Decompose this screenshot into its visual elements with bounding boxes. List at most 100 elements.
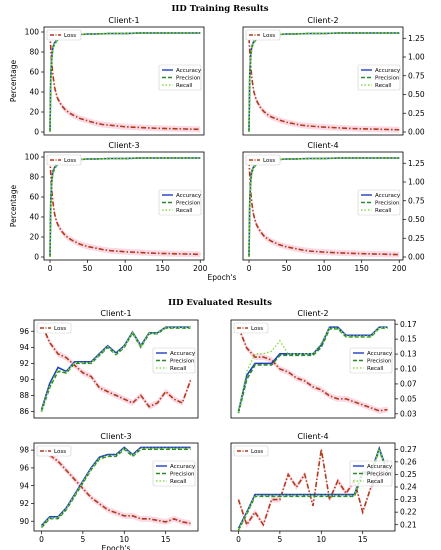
series-line-recall [40, 326, 191, 411]
y2-tick-label: 0.75 [408, 196, 425, 205]
x-tick-label: 150 [156, 264, 171, 273]
legend-label-accuracy: Accuracy [176, 68, 202, 74]
panel-title: Client-4 [307, 141, 338, 150]
legend-label-loss: Loss [64, 33, 76, 39]
x-tick-label: 15 [161, 535, 171, 544]
y2-tick-label: 0.27 [400, 445, 417, 454]
y-tick-label: 100 [25, 28, 40, 37]
loss-line [40, 448, 191, 525]
legend-label-recall: Recall [375, 208, 392, 214]
legend-label-recall: Recall [367, 479, 384, 485]
legend-label-loss: Loss [263, 33, 275, 39]
y-tick-label: 40 [29, 213, 39, 222]
loss-line [248, 160, 400, 256]
y-tick-label: 96 [19, 327, 29, 336]
series-line-recall [237, 447, 389, 530]
y-tick-label: 0 [34, 128, 39, 137]
panel-title: Client-2 [307, 16, 338, 25]
chart-panel: Client-4 0.00 0.25 0.50 0.75 1.00 1.25 0 50 100 15… [242, 141, 425, 273]
legend-label-recall: Recall [170, 366, 187, 372]
chart-panel: Client-4 0.21 0.22 0.23 0.24 0.25 0.26 0.27 0 5 10… [230, 432, 417, 544]
loss-legend: Loss [245, 154, 281, 166]
legend-label-recall: Recall [375, 83, 392, 89]
loss-band [41, 320, 191, 410]
x-tick-label: 5 [80, 535, 85, 544]
y2-tick-label: 0.15 [400, 335, 417, 344]
y2-tick-label: 0.26 [400, 457, 417, 466]
series-line-accuracy [237, 326, 388, 412]
y2-tick-label: 1.25 [408, 159, 425, 168]
y-tick-label: 90 [19, 375, 29, 384]
loss-legend: Loss [245, 29, 281, 41]
y2-tick-label: 0.25 [408, 109, 425, 118]
loss-legend: Loss [36, 322, 72, 334]
training-x-axis-label: Epoch's [208, 273, 237, 282]
legend-label-precision: Precision [170, 472, 195, 478]
y2-tick-label: 0.17 [400, 320, 417, 329]
y2-tick-label: 1.00 [408, 178, 425, 187]
x-tick-label: 5 [277, 535, 282, 544]
legend-label-loss: Loss [54, 449, 66, 455]
plot-frame [33, 442, 199, 532]
y2-tick-label: 1.25 [408, 34, 425, 43]
legend-label-recall: Recall [176, 83, 193, 89]
y-tick-label: 20 [29, 108, 39, 117]
legend-label-loss: Loss [263, 158, 275, 164]
y2-tick-label: 0.22 [400, 508, 417, 517]
y-tick-label: 100 [25, 153, 40, 162]
panel-title: Client-2 [297, 309, 328, 318]
y2-tick-label: 0.50 [408, 215, 425, 224]
x-tick-label: 200 [193, 264, 208, 273]
legend-label-loss: Loss [54, 326, 66, 332]
y-tick-label: 94 [19, 343, 29, 352]
panel-title: Client-1 [100, 309, 131, 318]
legend-label-precision: Precision [170, 359, 195, 365]
loss-legend: Loss [233, 322, 269, 334]
chart-panels: Client-1020406080100PercentageLossAccura… [9, 16, 425, 550]
y-tick-label: 60 [29, 68, 39, 77]
series-line-recall [49, 32, 201, 133]
x-tick-label: 0 [48, 264, 53, 273]
y2-tick-label: 0.25 [408, 234, 425, 243]
loss-line [49, 159, 201, 256]
series-line-recall [40, 447, 191, 528]
legend-label-accuracy: Accuracy [367, 464, 393, 470]
y2-tick-label: 0.05 [400, 394, 417, 403]
legend-label-recall: Recall [367, 366, 384, 372]
x-tick-label: 10 [120, 535, 130, 544]
legend-label-accuracy: Accuracy [367, 351, 393, 357]
chart-panel: Client-3 0 20 40 60 80 100 0 50 100 150 200 Percenta… [9, 141, 208, 273]
y-tick-label: 92 [19, 499, 29, 508]
x-tick-label: 0 [247, 264, 252, 273]
plot-area [237, 324, 388, 414]
panel-title: Client-4 [297, 432, 328, 441]
loss-line [248, 38, 400, 131]
chart-panel: Client-2 0.03 0.05 0.07 0.10 0.13 0.15 0.17 Loss… [230, 309, 417, 418]
legend-label-loss: Loss [64, 158, 76, 164]
legend-label-accuracy: Accuracy [170, 351, 196, 357]
panel-title: Client-3 [108, 141, 139, 150]
training-section-title: IID Training Results [171, 4, 268, 14]
y2-tick-label: 0.13 [400, 350, 417, 359]
legend-label-precision: Precision [176, 76, 201, 82]
series-line-accuracy [40, 446, 191, 527]
x-tick-label: 0 [39, 535, 44, 544]
y-tick-label: 80 [29, 173, 39, 182]
y-tick-label: 90 [19, 517, 29, 526]
loss-legend: Loss [46, 154, 82, 166]
x-tick-label: 10 [317, 535, 327, 544]
y2-tick-label: 0.21 [400, 520, 417, 529]
chart-panel: Client-1 86 88 90 92 94 96 Loss Accuracy Precisio… [19, 309, 199, 419]
x-axis-label: Epoch's [102, 544, 131, 550]
y-tick-label: 0 [34, 253, 39, 262]
loss-legend: Loss [46, 29, 82, 41]
legend-label-precision: Precision [375, 201, 400, 207]
plot-area [40, 446, 191, 528]
y2-tick-label: 0.10 [400, 365, 417, 374]
y2-tick-label: 0.50 [408, 90, 425, 99]
legend-label-precision: Precision [375, 76, 400, 82]
